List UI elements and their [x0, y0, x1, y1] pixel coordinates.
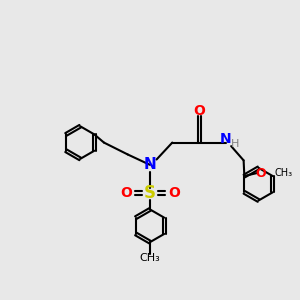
Text: CH₃: CH₃	[274, 168, 292, 178]
Text: N: N	[220, 132, 232, 146]
Text: O: O	[193, 104, 205, 118]
Text: H: H	[231, 139, 239, 149]
Text: N: N	[144, 158, 156, 172]
Text: O: O	[168, 186, 180, 200]
Text: O: O	[255, 167, 266, 179]
Text: CH₃: CH₃	[140, 254, 160, 263]
Text: S: S	[144, 184, 156, 202]
Text: O: O	[120, 186, 132, 200]
